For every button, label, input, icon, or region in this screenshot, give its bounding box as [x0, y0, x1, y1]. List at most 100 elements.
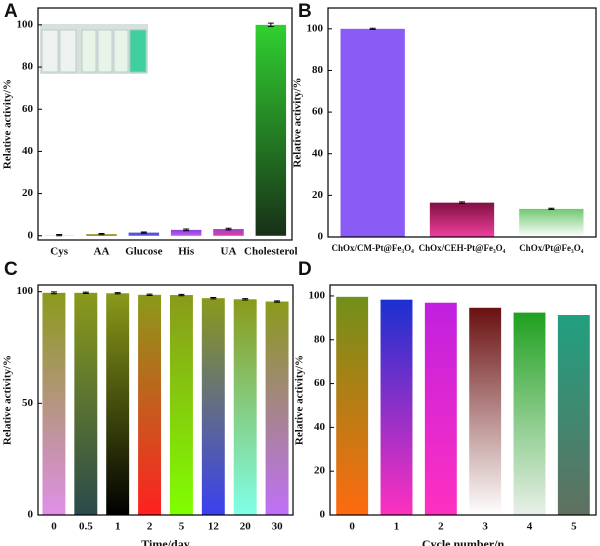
error-bar [114, 292, 121, 295]
error-bar [146, 293, 153, 296]
x-tick-label: UA [221, 246, 237, 258]
y-tick-label: 40 [22, 145, 34, 157]
x-tick-label: 0 [349, 521, 355, 533]
y-axis-label: Relative activity/% [294, 355, 306, 445]
panel-letter: C [4, 259, 18, 280]
x-tick-label: ChOx/CM-Pt@Fe₃O₄ [332, 243, 415, 253]
bar [233, 299, 257, 515]
error-bar [98, 232, 105, 236]
y-tick-label: 80 [314, 333, 326, 345]
x-tick-label: ChOx/CEH-Pt@Fe₃O₄ [419, 243, 506, 253]
y-tick-label: 100 [309, 289, 326, 301]
x-tick-label: 3 [482, 521, 488, 533]
y-tick-label: 0 [28, 229, 34, 241]
y-tick-label: 20 [314, 465, 326, 477]
y-tick-label: 20 [312, 189, 324, 201]
y-tick-label: 60 [312, 106, 324, 118]
y-tick-label: 0 [28, 509, 34, 521]
bar [169, 295, 193, 515]
x-tick-label: 1 [394, 521, 400, 533]
plot-frame [327, 7, 597, 238]
bar [106, 293, 130, 515]
y-tick-label: 40 [312, 147, 324, 159]
error-bar [225, 227, 232, 231]
error-bar [140, 231, 147, 234]
bar [128, 232, 160, 236]
error-bar [242, 298, 249, 301]
y-tick-label: 80 [312, 64, 324, 76]
y-axis-label: Relative activity/% [292, 77, 304, 167]
error-bar [274, 300, 281, 303]
y-tick-label: 100 [17, 18, 34, 30]
error-bar [210, 297, 217, 300]
vial [59, 29, 77, 73]
x-tick-label: 0 [51, 521, 57, 533]
error-bar [183, 228, 190, 232]
x-tick-label: 12 [208, 521, 220, 533]
error-bar [548, 207, 555, 211]
y-tick-label: 0 [320, 509, 326, 521]
x-tick-label: 0.5 [79, 521, 93, 533]
x-tick-label: ChOx/Pt@Fe₃O₄ [519, 243, 584, 253]
y-tick-label: 50 [22, 397, 34, 409]
y-tick-label: 60 [22, 103, 34, 115]
x-tick-label: 2 [147, 521, 153, 533]
vial [41, 29, 59, 73]
x-tick-label: Cholesterol [244, 246, 298, 258]
bar [340, 28, 405, 238]
bar [265, 301, 289, 515]
bar [138, 294, 162, 515]
y-tick-label: 40 [314, 421, 326, 433]
x-tick-label: Glucose [125, 246, 162, 258]
x-tick-label: 5 [571, 521, 577, 533]
y-tick-label: 60 [314, 377, 326, 389]
x-axis-label: Cycle number/n [422, 537, 505, 546]
error-bar [369, 27, 376, 30]
bar [255, 24, 287, 236]
bar [519, 208, 584, 237]
y-axis-label: Relative activity/% [2, 355, 14, 445]
plot-frame [329, 284, 597, 516]
error-bar [82, 291, 89, 294]
bar [213, 229, 244, 236]
vial [129, 29, 147, 73]
x-tick-label: 30 [272, 521, 284, 533]
x-tick-label: 20 [240, 521, 252, 533]
error-bar [267, 22, 274, 28]
x-tick-label: 1 [115, 521, 121, 533]
x-tick-label: 2 [438, 521, 444, 533]
bar [42, 292, 66, 515]
x-tick-label: 4 [527, 521, 533, 533]
bar [424, 302, 457, 515]
y-tick-label: 80 [22, 61, 34, 73]
plot-frame [37, 7, 293, 241]
y-tick-label: 100 [17, 285, 34, 297]
x-tick-label: 5 [179, 521, 185, 533]
x-tick-label: Cys [50, 246, 68, 258]
error-bar [56, 234, 63, 237]
error-bar [50, 291, 57, 295]
y-axis-label: Relative activity/% [2, 79, 14, 169]
plot-frame [37, 284, 294, 516]
y-tick-label: 0 [318, 231, 324, 243]
error-bar [459, 201, 465, 204]
inset-photo [40, 24, 148, 74]
panel-letter: D [298, 259, 312, 280]
bar [380, 299, 413, 515]
bar [336, 296, 369, 515]
vial [113, 29, 129, 73]
bar [513, 312, 546, 515]
panel-letter: B [298, 1, 312, 22]
panel-letter: A [4, 1, 18, 22]
x-tick-label: AA [94, 246, 110, 258]
bar [170, 229, 202, 236]
error-bar [178, 293, 185, 297]
bar [557, 315, 590, 515]
bar [469, 307, 502, 515]
y-tick-label: 100 [307, 22, 324, 34]
vial [97, 29, 113, 73]
bar [201, 298, 225, 515]
y-tick-label: 20 [22, 187, 34, 199]
x-axis-label: Time/day [141, 537, 189, 546]
